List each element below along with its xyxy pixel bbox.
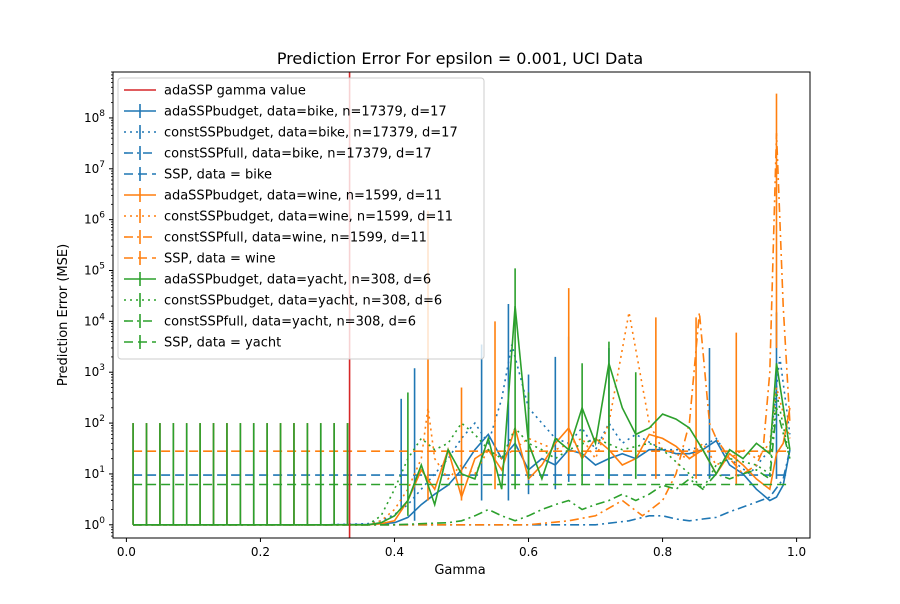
y-tick-label-7: 107 <box>84 160 105 176</box>
legend-label-12: SSP, data = yacht <box>164 336 281 351</box>
series-line-1 <box>133 344 791 526</box>
series-line-4 <box>133 407 791 526</box>
x-tick-label-2: 0.4 <box>385 545 404 559</box>
axes: 0.0 0.2 0.4 0.6 0.8 1.0 100 101 102 103 104 105 106 1… <box>84 71 811 559</box>
legend-label-0: adaSSP gamma value <box>164 84 306 99</box>
legend-label-5: adaSSPbudget, data=wine, n=1599, d=11 <box>164 189 442 204</box>
x-axis-label: Gamma <box>434 563 485 578</box>
y-tick-label-4: 104 <box>84 312 105 328</box>
legend-label-3: constSSPfull, data=bike, n=17379, d=17 <box>164 147 432 162</box>
x-tick-label-5: 1.0 <box>787 545 806 559</box>
y-tick-label-1: 101 <box>84 465 105 481</box>
x-tick-label-0: 0.0 <box>117 545 136 559</box>
x-tick-label-1: 0.2 <box>251 545 270 559</box>
legend-box <box>117 77 485 360</box>
series-line-5 <box>133 312 791 526</box>
y-tick-label-0: 100 <box>84 516 105 532</box>
y-axis-label: Prediction Error (MSE) <box>56 244 71 386</box>
legend-label-10: constSSPbudget, data=yacht, n=308, d=6 <box>164 294 442 309</box>
series-line-9 <box>133 392 791 526</box>
series-line-6 <box>133 133 791 526</box>
legend-label-9: adaSSPbudget, data=yacht, n=308, d=6 <box>164 273 431 288</box>
legend-label-7: constSSPfull, data=wine, n=1599, d=11 <box>164 231 427 246</box>
series-line-2 <box>133 449 791 526</box>
series-line-8 <box>133 306 791 526</box>
legend-label-2: constSSPbudget, data=bike, n=17379, d=17 <box>164 126 458 141</box>
axes-frame <box>112 71 811 539</box>
legend: adaSSP gamma value adaSSPbudget, data=bik… <box>117 77 485 360</box>
series-line-0 <box>133 433 791 526</box>
legend-label-4: SSP, data = bike <box>164 168 272 183</box>
series-line-10 <box>133 407 791 526</box>
y-tick-label-6: 106 <box>84 211 105 227</box>
legend-label-11: constSSPfull, data=yacht, n=308, d=6 <box>164 315 416 330</box>
y-tick-label-3: 103 <box>84 363 105 379</box>
plot-area <box>132 72 791 538</box>
y-tick-label-8: 108 <box>84 109 105 125</box>
legend-label-6: constSSPbudget, data=wine, n=1599, d=11 <box>164 210 453 225</box>
legend-label-1: adaSSPbudget, data=bike, n=17379, d=17 <box>164 105 447 120</box>
x-tick-label-4: 0.8 <box>653 545 672 559</box>
y-tick-label-2: 102 <box>84 414 105 430</box>
x-tick-label-3: 0.6 <box>519 545 538 559</box>
series-group <box>132 72 791 538</box>
y-tick-label-5: 105 <box>84 262 105 278</box>
legend-label-8: SSP, data = wine <box>164 252 276 267</box>
chart-title: Prediction Error For epsilon = 0.001, UC… <box>277 49 643 68</box>
